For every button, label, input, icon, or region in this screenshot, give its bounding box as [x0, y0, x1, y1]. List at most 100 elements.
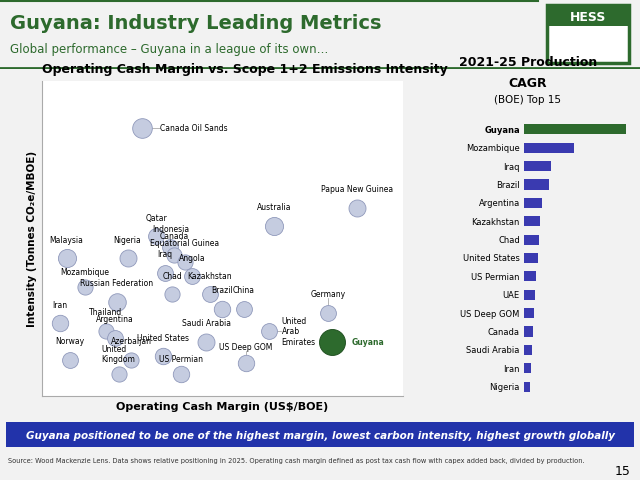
Text: Operating Cash Margin vs. Scope 1+2 Emissions Intensity: Operating Cash Margin vs. Scope 1+2 Emis…: [42, 63, 447, 76]
Point: [113, 371, 124, 378]
Text: Canada: Canada: [488, 327, 520, 336]
Point: [351, 204, 362, 212]
Bar: [6, 422, 634, 447]
Text: Thailand: Thailand: [90, 308, 123, 316]
Point: [241, 360, 251, 367]
Text: Iran: Iran: [503, 364, 520, 373]
Text: Australia: Australia: [257, 203, 292, 212]
Text: Saudi Arabia: Saudi Arabia: [182, 318, 231, 327]
Text: Guyana: Industry Leading Metrics: Guyana: Industry Leading Metrics: [10, 14, 381, 33]
Point: [165, 244, 175, 252]
Text: Russian Federation: Russian Federation: [80, 278, 154, 288]
Text: Brazil: Brazil: [212, 286, 233, 295]
Point: [54, 320, 65, 327]
Point: [264, 327, 274, 335]
Text: Iraq: Iraq: [503, 162, 520, 171]
Text: Brazil: Brazil: [496, 180, 520, 190]
Y-axis label: Intensity (Tonnes CO₂e/MBOE): Intensity (Tonnes CO₂e/MBOE): [28, 151, 37, 327]
Point: [158, 352, 168, 360]
Bar: [524, 198, 542, 208]
Point: [169, 251, 179, 259]
Text: 15: 15: [614, 464, 630, 477]
Point: [137, 125, 147, 132]
Text: Guyana: Guyana: [484, 126, 520, 134]
Bar: [524, 309, 534, 319]
Point: [180, 258, 190, 266]
Point: [65, 356, 76, 364]
Text: Argentina: Argentina: [479, 199, 520, 208]
Text: Mozambique: Mozambique: [466, 144, 520, 153]
Point: [110, 335, 120, 342]
Text: Qatar: Qatar: [145, 214, 167, 223]
FancyBboxPatch shape: [547, 6, 629, 64]
Bar: [524, 217, 540, 227]
Text: Iraq: Iraq: [157, 250, 173, 259]
Text: (BOE) Top 15: (BOE) Top 15: [495, 95, 561, 105]
Text: US Deep GOM: US Deep GOM: [460, 309, 520, 318]
Bar: [524, 125, 627, 135]
Bar: [524, 253, 538, 264]
Point: [187, 273, 197, 281]
Text: Canada: Canada: [159, 232, 189, 240]
Point: [61, 255, 72, 263]
Text: Iran: Iran: [52, 300, 67, 309]
X-axis label: Operating Cash Margin (US$/BOE): Operating Cash Margin (US$/BOE): [116, 402, 328, 411]
Point: [176, 371, 186, 378]
Text: Equatorial Guinea: Equatorial Guinea: [150, 239, 220, 248]
FancyBboxPatch shape: [547, 6, 629, 26]
Text: US Permian: US Permian: [471, 272, 520, 281]
Text: United States: United States: [138, 333, 189, 342]
Text: Chad: Chad: [163, 271, 182, 280]
Text: Chad: Chad: [498, 236, 520, 245]
Bar: [524, 272, 536, 282]
Point: [151, 233, 161, 241]
Point: [160, 269, 170, 277]
Text: Germany: Germany: [310, 289, 346, 299]
Text: Source: Wood Mackenzie Lens. Data shows relative positioning in 2025. Operating : Source: Wood Mackenzie Lens. Data shows …: [8, 457, 584, 464]
Text: Kazakhstan: Kazakhstan: [188, 271, 232, 280]
Text: US Deep GOM: US Deep GOM: [219, 342, 273, 351]
Text: Kazakhstan: Kazakhstan: [472, 217, 520, 226]
Text: Nigeria: Nigeria: [114, 235, 141, 244]
Text: Mozambique: Mozambique: [60, 268, 109, 277]
Text: Argentina: Argentina: [96, 315, 134, 324]
Text: Guyana: Guyana: [351, 337, 384, 346]
Point: [79, 284, 90, 291]
Point: [126, 356, 136, 364]
Text: CAGR: CAGR: [509, 76, 547, 89]
Text: China: China: [233, 286, 255, 295]
Text: Malaysia: Malaysia: [50, 235, 84, 244]
Text: Global performance – Guyana in a league of its own…: Global performance – Guyana in a league …: [10, 43, 328, 56]
Point: [239, 305, 249, 313]
Point: [111, 298, 122, 306]
Text: United
Kingdom: United Kingdom: [102, 344, 136, 363]
Point: [323, 309, 333, 317]
Point: [122, 255, 132, 263]
Point: [269, 222, 280, 230]
Point: [205, 291, 215, 299]
Text: Azerbaijan: Azerbaijan: [111, 336, 152, 346]
Point: [167, 291, 177, 299]
Text: Norway: Norway: [56, 336, 85, 346]
Bar: [524, 290, 535, 300]
Point: [201, 338, 211, 346]
Text: Canada Oil Sands: Canada Oil Sands: [160, 124, 227, 133]
Text: US Permian: US Permian: [159, 355, 204, 363]
Point: [326, 338, 337, 346]
Text: HESS: HESS: [570, 11, 606, 24]
Text: UAE: UAE: [502, 290, 520, 300]
Point: [217, 305, 227, 313]
Text: Indonesia: Indonesia: [152, 224, 189, 233]
Text: 2021-25 Production: 2021-25 Production: [459, 56, 597, 69]
Bar: [524, 327, 533, 337]
Text: Papua New Guinea: Papua New Guinea: [321, 185, 393, 193]
Bar: [524, 144, 574, 154]
Bar: [524, 235, 539, 245]
Text: Guyana positioned to be one of the highest margin, lowest carbon intensity, high: Guyana positioned to be one of the highe…: [26, 430, 614, 440]
Text: Saudi Arabia: Saudi Arabia: [467, 346, 520, 355]
Bar: [524, 345, 532, 355]
Bar: [524, 363, 531, 373]
Text: United States: United States: [463, 254, 520, 263]
Bar: [524, 180, 549, 190]
Point: [101, 327, 111, 335]
